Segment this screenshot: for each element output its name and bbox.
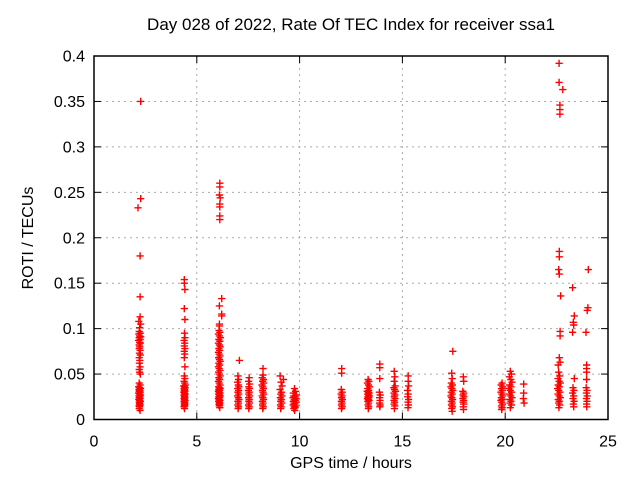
- y-tick-label: 0.05: [54, 367, 85, 384]
- plot-area: 0 0.05 0.1 0.15 0.2 0.25 0.3 0.35 0.4 0 5 10 15 20 25: [54, 49, 617, 451]
- x-tick-label: 0: [90, 434, 99, 451]
- y-tick-label: 0: [76, 412, 85, 429]
- y-tick-label: 0.4: [63, 49, 85, 66]
- y-tick-label: 0.35: [54, 94, 85, 111]
- data-points: [134, 59, 592, 415]
- y-tick-label: 0.15: [54, 276, 85, 293]
- x-tick-label: 10: [291, 434, 309, 451]
- y-axis-label: ROTI / TECUs: [20, 187, 37, 290]
- chart-title: Day 028 of 2022, Rate Of TEC Index for r…: [147, 15, 555, 34]
- x-tick-label: 25: [599, 434, 617, 451]
- y-tick-label: 0.3: [63, 139, 85, 156]
- x-tick-label: 20: [496, 434, 514, 451]
- y-tick-label: 0.25: [54, 185, 85, 202]
- y-tick-label: 0.2: [63, 230, 85, 247]
- x-tick-label: 15: [394, 434, 412, 451]
- plot-border: [93, 55, 609, 421]
- y-tick-label: 0.1: [63, 321, 85, 338]
- x-tick-label: 5: [192, 434, 201, 451]
- x-axis-label: GPS time / hours: [290, 455, 412, 472]
